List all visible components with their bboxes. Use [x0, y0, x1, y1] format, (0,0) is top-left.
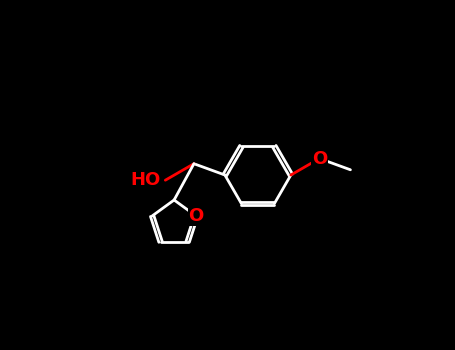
Text: HO: HO — [131, 171, 161, 189]
Text: O: O — [188, 207, 204, 225]
Text: O: O — [312, 149, 327, 168]
